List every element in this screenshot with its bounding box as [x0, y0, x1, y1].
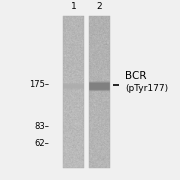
Text: 175–: 175– [29, 80, 49, 89]
Bar [89, 16, 110, 168]
Text: BCR: BCR [125, 71, 147, 81]
Text: 1: 1 [71, 1, 77, 10]
Text: 2: 2 [97, 1, 102, 10]
Text: (pTyr177): (pTyr177) [125, 84, 168, 93]
Text: 62–: 62– [34, 139, 49, 148]
Bar [63, 16, 84, 168]
Text: 83–: 83– [34, 122, 49, 131]
